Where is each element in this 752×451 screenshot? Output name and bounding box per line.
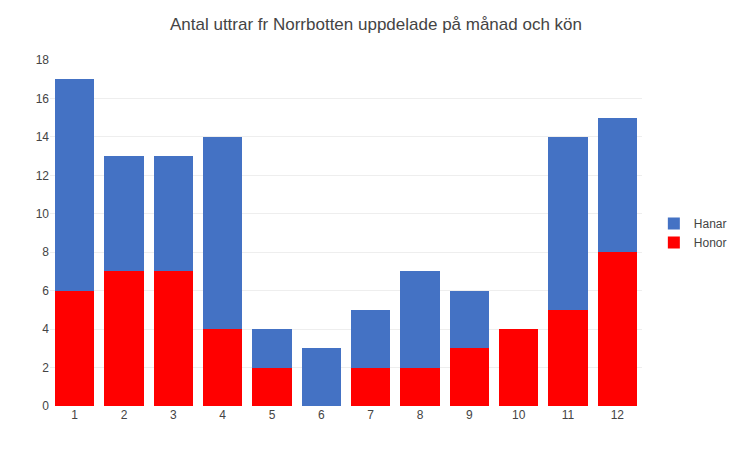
svg-text:12: 12	[611, 408, 625, 422]
svg-text:3: 3	[170, 408, 177, 422]
svg-text:10: 10	[512, 408, 526, 422]
svg-text:14: 14	[36, 130, 50, 144]
svg-text:7: 7	[367, 408, 374, 422]
svg-text:Antal uttrar fr Norrbotten upp: Antal uttrar fr Norrbotten uppdelade på …	[170, 15, 582, 34]
svg-text:8: 8	[417, 408, 424, 422]
svg-text:8: 8	[42, 245, 49, 259]
svg-text:6: 6	[42, 284, 49, 298]
svg-text:0: 0	[42, 399, 49, 413]
svg-text:16: 16	[36, 92, 50, 106]
svg-text:Hanar: Hanar	[694, 217, 727, 231]
svg-text:Honor: Honor	[694, 236, 727, 250]
svg-text:4: 4	[219, 408, 226, 422]
svg-text:11: 11	[562, 408, 575, 422]
svg-text:5: 5	[269, 408, 276, 422]
svg-text:2: 2	[42, 361, 49, 375]
svg-text:18: 18	[36, 53, 50, 67]
svg-text:1: 1	[71, 408, 78, 422]
svg-text:12: 12	[36, 169, 50, 183]
svg-text:9: 9	[466, 408, 473, 422]
svg-text:2: 2	[121, 408, 128, 422]
svg-text:6: 6	[318, 408, 325, 422]
svg-text:4: 4	[42, 322, 49, 336]
svg-text:10: 10	[36, 207, 50, 221]
